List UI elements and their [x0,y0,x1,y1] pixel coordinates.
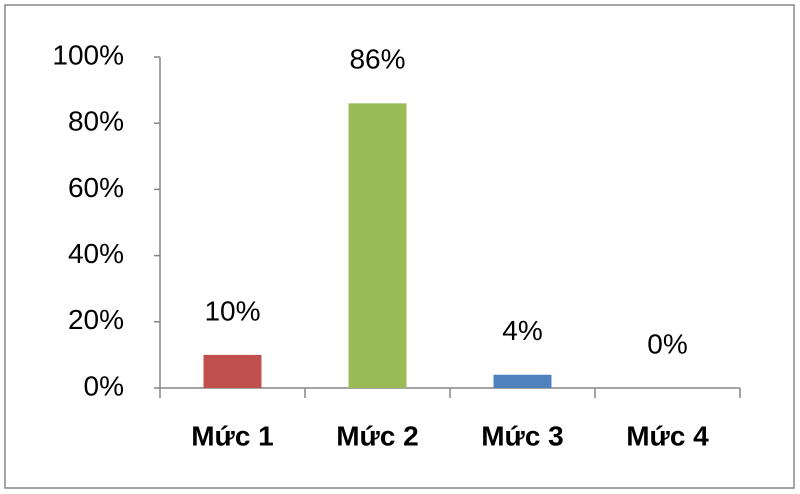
y-tick-label: 40% [68,238,124,269]
x-tick-label: Mức 3 [481,420,564,451]
y-tick-label: 80% [68,106,124,137]
y-tick-label: 20% [68,304,124,335]
y-tick-label: 0% [84,370,124,401]
value-label: 86% [349,44,405,75]
x-tick-label: Mức 4 [626,420,709,451]
x-tick-label: Mức 1 [191,420,274,451]
value-label: 0% [647,328,687,359]
x-tick-label: Mức 2 [336,420,419,451]
bar [493,374,552,388]
y-tick-label: 60% [68,172,124,203]
y-tick-label: 100% [52,39,124,70]
value-label: 10% [204,295,260,326]
bar [348,103,407,388]
bar [203,354,262,388]
value-label: 4% [502,315,542,346]
